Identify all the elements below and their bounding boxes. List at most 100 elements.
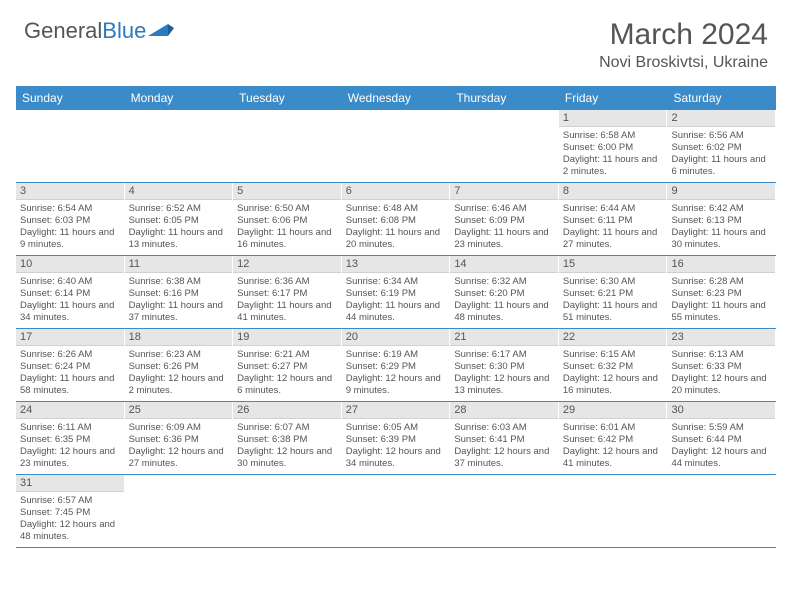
day-cell: 30Sunrise: 5:59 AMSunset: 6:44 PMDayligh… xyxy=(667,402,776,474)
day-cell: 24Sunrise: 6:11 AMSunset: 6:35 PMDayligh… xyxy=(16,402,125,474)
day-number: 18 xyxy=(125,329,233,346)
day-cell: 19Sunrise: 6:21 AMSunset: 6:27 PMDayligh… xyxy=(233,329,342,401)
day-info: Sunrise: 6:01 AMSunset: 6:42 PMDaylight:… xyxy=(559,419,667,474)
logo-flag-icon xyxy=(148,22,174,40)
day-number: 28 xyxy=(450,402,558,419)
day-cell: 29Sunrise: 6:01 AMSunset: 6:42 PMDayligh… xyxy=(559,402,668,474)
empty-cell xyxy=(125,475,234,547)
day-info: Sunrise: 6:58 AMSunset: 6:00 PMDaylight:… xyxy=(559,127,667,182)
month-title: March 2024 xyxy=(599,18,768,52)
day-info: Sunrise: 6:32 AMSunset: 6:20 PMDaylight:… xyxy=(450,273,558,328)
day-info: Sunrise: 6:50 AMSunset: 6:06 PMDaylight:… xyxy=(233,200,341,255)
day-cell: 11Sunrise: 6:38 AMSunset: 6:16 PMDayligh… xyxy=(125,256,234,328)
day-info: Sunrise: 6:30 AMSunset: 6:21 PMDaylight:… xyxy=(559,273,667,328)
week-row: 17Sunrise: 6:26 AMSunset: 6:24 PMDayligh… xyxy=(16,329,776,402)
week-row: 10Sunrise: 6:40 AMSunset: 6:14 PMDayligh… xyxy=(16,256,776,329)
day-header-thursday: Thursday xyxy=(450,86,559,110)
day-number: 13 xyxy=(342,256,450,273)
empty-cell xyxy=(342,110,451,182)
day-number: 8 xyxy=(559,183,667,200)
empty-cell xyxy=(450,110,559,182)
day-cell: 8Sunrise: 6:44 AMSunset: 6:11 PMDaylight… xyxy=(559,183,668,255)
day-info: Sunrise: 6:23 AMSunset: 6:26 PMDaylight:… xyxy=(125,346,233,401)
day-cell: 9Sunrise: 6:42 AMSunset: 6:13 PMDaylight… xyxy=(667,183,776,255)
day-number: 3 xyxy=(16,183,124,200)
day-number: 1 xyxy=(559,110,667,127)
header: GeneralBlue March 2024 Novi Broskivtsi, … xyxy=(0,0,792,80)
day-number: 4 xyxy=(125,183,233,200)
day-info: Sunrise: 6:42 AMSunset: 6:13 PMDaylight:… xyxy=(667,200,775,255)
day-number: 26 xyxy=(233,402,341,419)
day-header-monday: Monday xyxy=(125,86,234,110)
day-number: 14 xyxy=(450,256,558,273)
day-info: Sunrise: 6:44 AMSunset: 6:11 PMDaylight:… xyxy=(559,200,667,255)
day-number: 29 xyxy=(559,402,667,419)
day-number: 17 xyxy=(16,329,124,346)
day-cell: 18Sunrise: 6:23 AMSunset: 6:26 PMDayligh… xyxy=(125,329,234,401)
day-info: Sunrise: 6:57 AMSunset: 7:45 PMDaylight:… xyxy=(16,492,124,547)
day-number: 9 xyxy=(667,183,775,200)
day-info: Sunrise: 6:26 AMSunset: 6:24 PMDaylight:… xyxy=(16,346,124,401)
logo: GeneralBlue xyxy=(24,18,174,44)
logo-text-1: General xyxy=(24,18,102,44)
week-row: 31Sunrise: 6:57 AMSunset: 7:45 PMDayligh… xyxy=(16,475,776,548)
day-header-saturday: Saturday xyxy=(667,86,776,110)
day-info: Sunrise: 6:36 AMSunset: 6:17 PMDaylight:… xyxy=(233,273,341,328)
day-info: Sunrise: 6:46 AMSunset: 6:09 PMDaylight:… xyxy=(450,200,558,255)
day-info: Sunrise: 6:34 AMSunset: 6:19 PMDaylight:… xyxy=(342,273,450,328)
day-cell: 17Sunrise: 6:26 AMSunset: 6:24 PMDayligh… xyxy=(16,329,125,401)
day-number: 6 xyxy=(342,183,450,200)
day-cell: 27Sunrise: 6:05 AMSunset: 6:39 PMDayligh… xyxy=(342,402,451,474)
empty-cell xyxy=(233,475,342,547)
day-number: 5 xyxy=(233,183,341,200)
day-number: 20 xyxy=(342,329,450,346)
day-number: 16 xyxy=(667,256,775,273)
day-cell: 23Sunrise: 6:13 AMSunset: 6:33 PMDayligh… xyxy=(667,329,776,401)
day-info: Sunrise: 6:11 AMSunset: 6:35 PMDaylight:… xyxy=(16,419,124,474)
day-info: Sunrise: 6:28 AMSunset: 6:23 PMDaylight:… xyxy=(667,273,775,328)
week-row: 3Sunrise: 6:54 AMSunset: 6:03 PMDaylight… xyxy=(16,183,776,256)
day-cell: 16Sunrise: 6:28 AMSunset: 6:23 PMDayligh… xyxy=(667,256,776,328)
day-cell: 20Sunrise: 6:19 AMSunset: 6:29 PMDayligh… xyxy=(342,329,451,401)
calendar: SundayMondayTuesdayWednesdayThursdayFrid… xyxy=(16,86,776,548)
day-number: 24 xyxy=(16,402,124,419)
day-cell: 12Sunrise: 6:36 AMSunset: 6:17 PMDayligh… xyxy=(233,256,342,328)
day-header-row: SundayMondayTuesdayWednesdayThursdayFrid… xyxy=(16,86,776,110)
day-info: Sunrise: 6:03 AMSunset: 6:41 PMDaylight:… xyxy=(450,419,558,474)
day-cell: 4Sunrise: 6:52 AMSunset: 6:05 PMDaylight… xyxy=(125,183,234,255)
day-info: Sunrise: 6:05 AMSunset: 6:39 PMDaylight:… xyxy=(342,419,450,474)
empty-cell xyxy=(16,110,125,182)
week-row: 1Sunrise: 6:58 AMSunset: 6:00 PMDaylight… xyxy=(16,110,776,183)
empty-cell xyxy=(450,475,559,547)
day-cell: 25Sunrise: 6:09 AMSunset: 6:36 PMDayligh… xyxy=(125,402,234,474)
day-cell: 31Sunrise: 6:57 AMSunset: 7:45 PMDayligh… xyxy=(16,475,125,547)
day-cell: 28Sunrise: 6:03 AMSunset: 6:41 PMDayligh… xyxy=(450,402,559,474)
day-header-sunday: Sunday xyxy=(16,86,125,110)
day-number: 11 xyxy=(125,256,233,273)
empty-cell xyxy=(125,110,234,182)
day-number: 2 xyxy=(667,110,775,127)
day-info: Sunrise: 5:59 AMSunset: 6:44 PMDaylight:… xyxy=(667,419,775,474)
day-info: Sunrise: 6:13 AMSunset: 6:33 PMDaylight:… xyxy=(667,346,775,401)
day-info: Sunrise: 6:15 AMSunset: 6:32 PMDaylight:… xyxy=(559,346,667,401)
day-info: Sunrise: 6:09 AMSunset: 6:36 PMDaylight:… xyxy=(125,419,233,474)
empty-cell xyxy=(342,475,451,547)
day-number: 15 xyxy=(559,256,667,273)
day-info: Sunrise: 6:17 AMSunset: 6:30 PMDaylight:… xyxy=(450,346,558,401)
day-cell: 5Sunrise: 6:50 AMSunset: 6:06 PMDaylight… xyxy=(233,183,342,255)
day-number: 19 xyxy=(233,329,341,346)
day-cell: 15Sunrise: 6:30 AMSunset: 6:21 PMDayligh… xyxy=(559,256,668,328)
day-info: Sunrise: 6:38 AMSunset: 6:16 PMDaylight:… xyxy=(125,273,233,328)
day-cell: 1Sunrise: 6:58 AMSunset: 6:00 PMDaylight… xyxy=(559,110,668,182)
empty-cell xyxy=(559,475,668,547)
day-header-tuesday: Tuesday xyxy=(233,86,342,110)
day-number: 27 xyxy=(342,402,450,419)
day-cell: 21Sunrise: 6:17 AMSunset: 6:30 PMDayligh… xyxy=(450,329,559,401)
day-info: Sunrise: 6:56 AMSunset: 6:02 PMDaylight:… xyxy=(667,127,775,182)
empty-cell xyxy=(233,110,342,182)
day-info: Sunrise: 6:19 AMSunset: 6:29 PMDaylight:… xyxy=(342,346,450,401)
day-header-friday: Friday xyxy=(559,86,668,110)
day-info: Sunrise: 6:21 AMSunset: 6:27 PMDaylight:… xyxy=(233,346,341,401)
day-cell: 7Sunrise: 6:46 AMSunset: 6:09 PMDaylight… xyxy=(450,183,559,255)
day-info: Sunrise: 6:54 AMSunset: 6:03 PMDaylight:… xyxy=(16,200,124,255)
